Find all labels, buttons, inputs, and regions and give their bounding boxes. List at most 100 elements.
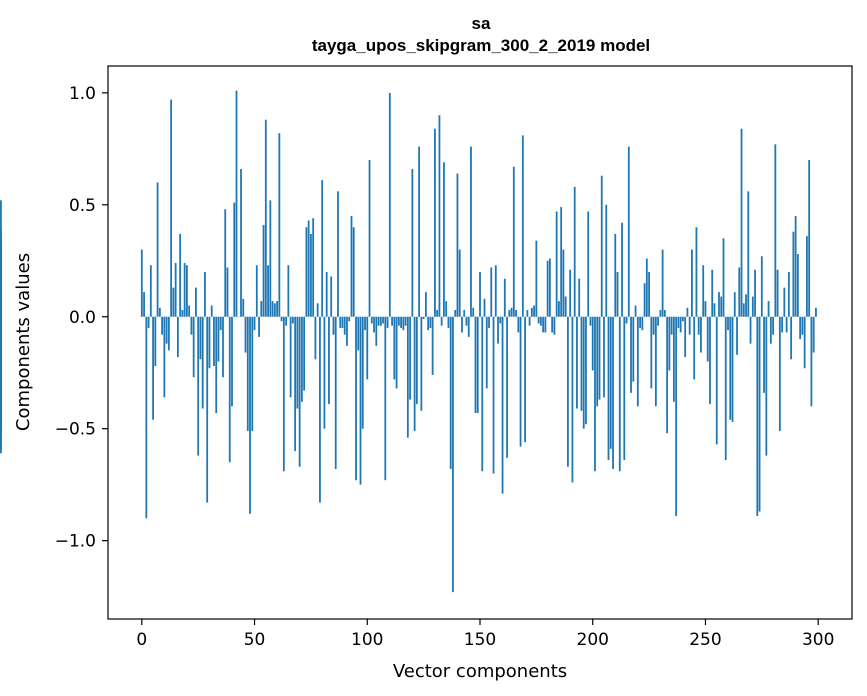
- bar-276: [763, 316, 765, 393]
- bar-230: [659, 310, 662, 317]
- bar-48: [249, 316, 251, 514]
- bar-62: [280, 316, 283, 322]
- bar-96: [357, 316, 360, 351]
- bar-119: [409, 316, 412, 400]
- bar-185: [558, 301, 560, 317]
- bar-273: [756, 316, 759, 517]
- bar-168: [519, 316, 522, 447]
- bar-90: [343, 316, 346, 335]
- bar-162: [506, 316, 508, 458]
- bar-278: [767, 301, 770, 317]
- bar-250: [704, 301, 707, 317]
- bar-58: [271, 301, 274, 317]
- bar-0: [140, 249, 143, 317]
- bar-169: [521, 135, 524, 317]
- x-tick-label: 100: [351, 630, 383, 650]
- bar-3: [147, 316, 150, 328]
- bar-undefined: [0, 298, 2, 317]
- bar-88: [339, 316, 342, 328]
- bar-161: [503, 278, 506, 317]
- bar-61: [278, 133, 281, 317]
- bar-20: [186, 265, 188, 317]
- bar-74: [307, 220, 310, 317]
- bar-10: [163, 316, 166, 398]
- bar-110: [388, 92, 391, 317]
- bar-99: [364, 316, 366, 331]
- bar-193: [576, 316, 578, 409]
- bar-67: [291, 316, 294, 324]
- bar-275: [760, 256, 763, 317]
- bar-117: [404, 316, 407, 326]
- bar-246: [695, 227, 698, 317]
- bar-258: [722, 238, 725, 317]
- bar-280: [772, 316, 774, 335]
- bar-44: [240, 168, 242, 317]
- bar-28: [204, 271, 206, 317]
- bar-27: [201, 316, 204, 409]
- bar-56: [267, 265, 269, 317]
- bar-251: [706, 316, 709, 362]
- bar-47: [246, 316, 249, 431]
- bar-283: [778, 316, 781, 431]
- bar-255: [715, 316, 718, 445]
- bar-295: [806, 236, 808, 317]
- bar-126: [424, 292, 427, 317]
- bar-12: [167, 316, 170, 351]
- bar-116: [402, 316, 405, 331]
- bar-106: [379, 316, 382, 326]
- bar-94: [352, 227, 355, 317]
- y-tick-label: 0.5: [69, 196, 96, 216]
- bar-170: [524, 316, 526, 443]
- bar-59: [273, 303, 276, 317]
- bar-197: [585, 316, 587, 425]
- bar-76: [312, 218, 315, 317]
- bar-141: [458, 249, 461, 317]
- bar-215: [625, 316, 628, 324]
- bar-142: [461, 316, 463, 333]
- bar-228: [654, 316, 657, 407]
- bar-51: [255, 265, 258, 317]
- bar-53: [260, 301, 263, 317]
- x-tick-label: 300: [802, 630, 834, 650]
- bar-78: [316, 303, 319, 317]
- bar-108: [384, 316, 387, 481]
- bar-146: [470, 146, 472, 317]
- bar-79: [319, 316, 321, 503]
- bar-11: [165, 316, 168, 344]
- bar-289: [792, 231, 795, 317]
- bar-91: [346, 316, 348, 346]
- bar-186: [560, 207, 563, 317]
- bar-104: [375, 316, 378, 346]
- bar-134: [443, 162, 445, 317]
- bar-213: [621, 222, 623, 317]
- bar-286: [785, 316, 788, 333]
- bar-37: [224, 209, 227, 317]
- bar-21: [188, 305, 191, 317]
- bar-183: [553, 316, 556, 335]
- bar-296: [808, 160, 811, 317]
- bar-87: [337, 191, 339, 317]
- bar-49: [251, 316, 254, 431]
- bar-299: [815, 307, 817, 317]
- bar-239: [679, 316, 682, 333]
- bar-223: [643, 283, 646, 317]
- bar-232: [663, 310, 666, 317]
- bar-271: [751, 296, 754, 317]
- bar-181: [548, 258, 551, 317]
- bar-204: [600, 175, 603, 317]
- bar-173: [530, 307, 533, 317]
- bar-127: [427, 316, 430, 331]
- bar-122: [415, 316, 418, 405]
- bar-292: [799, 316, 802, 340]
- bar-202: [596, 316, 599, 407]
- bar-290: [794, 216, 797, 317]
- bar-243: [688, 316, 691, 335]
- bar-167: [517, 316, 520, 333]
- bar-237: [675, 316, 678, 517]
- bar-46: [244, 316, 247, 353]
- bar-211: [616, 271, 619, 317]
- bar-291: [796, 254, 799, 317]
- bar-135: [445, 301, 448, 317]
- bar-140: [456, 173, 459, 317]
- bar-265: [738, 267, 741, 317]
